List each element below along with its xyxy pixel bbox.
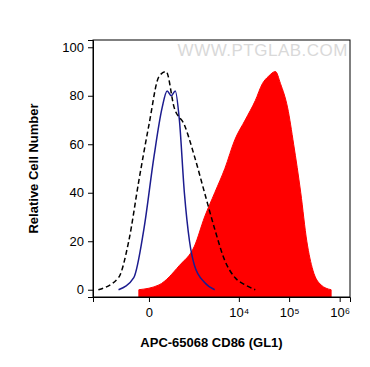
tick-label: 10⁵ [280,305,300,320]
x-axis-title: APC-65068 CD86 (GL1) [140,335,282,350]
chart: WWW.PTGLAB.COM 0 10⁴ 10⁵ 10⁶ 0 20 40 60 80 100 APC-… [0,0,370,367]
axis-line [94,298,351,303]
y-axis: 0 20 40 60 80 100 [62,40,93,298]
tick-mark [88,144,93,145]
tick-mark [88,193,93,194]
tick: 0 [146,297,153,320]
histogram-line [98,72,255,290]
tick-mark [340,297,341,302]
x-axis: 0 10⁴ 10⁵ 10⁶ [94,297,351,320]
tick-label: 20 [70,234,84,249]
tick-label: 10⁴ [229,305,249,320]
tick: 20 [70,234,93,249]
tick: 10⁶ [330,297,350,320]
tick-label: 0 [146,305,153,320]
tick-label: 60 [70,137,84,152]
histogram-area [139,72,331,297]
tick-label: 100 [62,40,84,55]
tick-mark [88,241,93,242]
tick-label: 10⁶ [330,305,350,320]
y-axis-title: Relative Cell Number [26,103,41,233]
tick: 0 [77,282,93,297]
axis-line [88,41,94,298]
tick-label: 40 [70,185,84,200]
plot-area [98,72,331,297]
plot-frame [93,40,350,297]
tick: 100 [62,40,93,55]
watermark: WWW.PTGLAB.COM [178,41,348,60]
tick-mark [88,47,93,48]
tick: 80 [70,88,93,103]
tick-mark [88,96,93,97]
tick-mark [289,297,290,302]
tick-label: 0 [77,282,84,297]
tick: 40 [70,185,93,200]
tick-mark [88,290,93,291]
tick-mark [149,297,150,302]
tick: 10⁴ [229,297,249,320]
tick: 10⁵ [280,297,300,320]
tick-label: 80 [70,88,84,103]
tick: 60 [70,137,93,152]
tick-mark [239,297,240,302]
histogram-line [119,91,215,290]
